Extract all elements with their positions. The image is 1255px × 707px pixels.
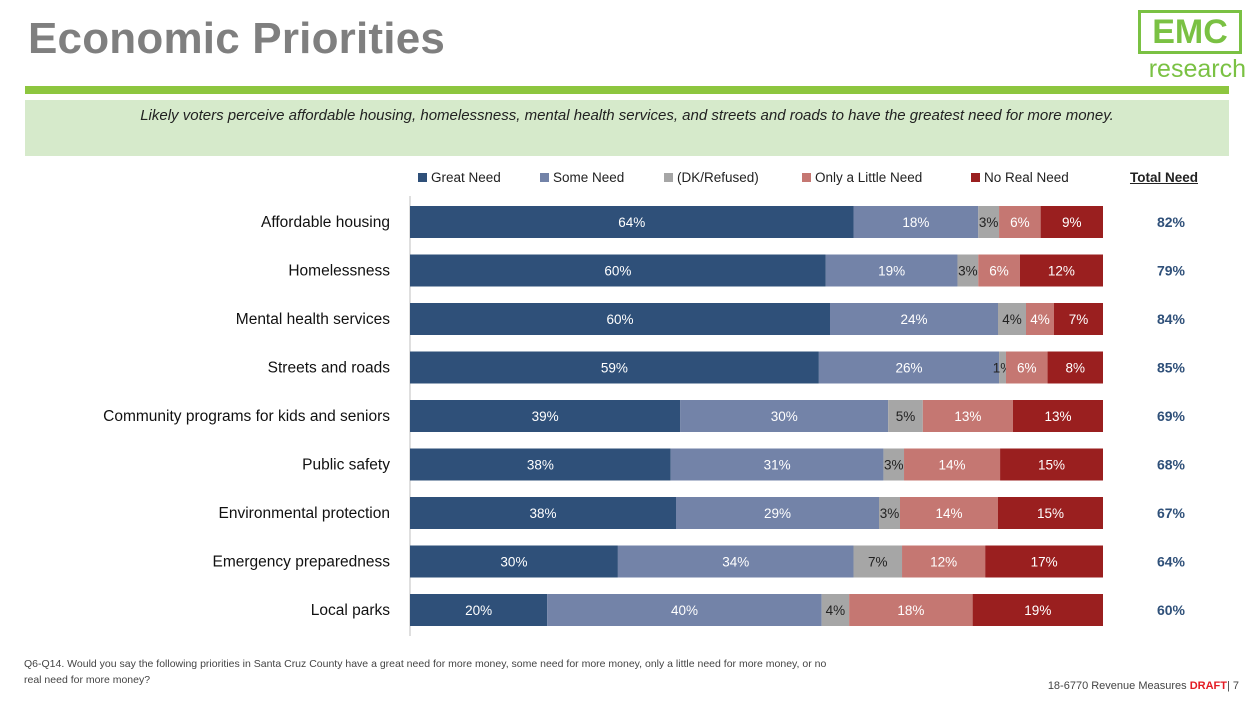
data-label-no-real-need: 9%	[1062, 215, 1082, 230]
data-label-great-need: 60%	[604, 264, 631, 279]
data-label-only-a-little-need: 14%	[935, 506, 962, 521]
data-label-only-a-little-need: 6%	[989, 264, 1009, 279]
data-label-some-need: 19%	[878, 264, 905, 279]
data-label-no-real-need: 13%	[1044, 409, 1071, 424]
data-label-some-need: 18%	[902, 215, 929, 230]
question-footnote: Q6-Q14. Would you say the following prio…	[24, 656, 844, 688]
data-label-only-a-little-need: 14%	[939, 458, 966, 473]
data-label-great-need: 38%	[529, 506, 556, 521]
data-label-dk-refused: 7%	[868, 555, 888, 570]
data-label-dk-refused: 3%	[880, 506, 900, 521]
data-label-great-need: 20%	[465, 603, 492, 618]
data-label-dk-refused: 5%	[896, 409, 916, 424]
data-label-only-a-little-need: 18%	[897, 603, 924, 618]
data-label-only-a-little-need: 13%	[954, 409, 981, 424]
data-label-dk-refused: 4%	[1002, 312, 1022, 327]
category-label: Affordable housing	[261, 214, 390, 231]
data-label-dk-refused: 3%	[958, 264, 978, 279]
data-label-no-real-need: 17%	[1031, 555, 1058, 570]
category-label: Environmental protection	[219, 505, 390, 522]
category-label: Emergency preparedness	[213, 554, 391, 571]
data-label-some-need: 26%	[895, 361, 922, 376]
footer-project-info: 18-6770 Revenue Measures DRAFT| 7	[1048, 680, 1239, 692]
footer-project: 18-6770 Revenue Measures	[1048, 680, 1190, 692]
data-label-no-real-need: 7%	[1069, 312, 1089, 327]
data-label-only-a-little-need: 4%	[1030, 312, 1050, 327]
data-label-no-real-need: 8%	[1066, 361, 1086, 376]
data-label-great-need: 30%	[500, 555, 527, 570]
data-label-dk-refused: 3%	[979, 215, 999, 230]
category-label: Homelessness	[288, 263, 390, 280]
data-label-some-need: 24%	[900, 312, 927, 327]
data-label-no-real-need: 12%	[1048, 264, 1075, 279]
category-label: Streets and roads	[268, 360, 391, 377]
category-label: Mental health services	[236, 311, 390, 328]
total-need-value: 67%	[1157, 505, 1186, 521]
footer-draft-label: DRAFT	[1190, 680, 1227, 692]
category-label: Public safety	[302, 457, 390, 474]
data-label-no-real-need: 15%	[1038, 458, 1065, 473]
data-label-great-need: 60%	[606, 312, 633, 327]
data-label-no-real-need: 19%	[1024, 603, 1051, 618]
total-need-value: 64%	[1157, 554, 1186, 570]
category-label: Local parks	[311, 602, 391, 619]
data-label-no-real-need: 15%	[1037, 506, 1064, 521]
total-need-value: 82%	[1157, 214, 1186, 230]
data-label-only-a-little-need: 12%	[930, 555, 957, 570]
data-label-some-need: 31%	[764, 458, 791, 473]
data-label-dk-refused: 4%	[826, 603, 846, 618]
total-need-value: 79%	[1157, 263, 1186, 279]
total-need-value: 85%	[1157, 360, 1186, 376]
data-label-great-need: 59%	[601, 361, 628, 376]
footer-page-number: | 7	[1227, 680, 1239, 692]
data-label-great-need: 38%	[527, 458, 554, 473]
data-label-dk-refused: 3%	[884, 458, 904, 473]
data-label-only-a-little-need: 6%	[1010, 215, 1030, 230]
total-need-value: 69%	[1157, 408, 1186, 424]
data-label-great-need: 39%	[532, 409, 559, 424]
data-label-some-need: 40%	[671, 603, 698, 618]
category-label: Community programs for kids and seniors	[103, 408, 390, 425]
data-label-some-need: 34%	[722, 555, 749, 570]
total-need-value: 84%	[1157, 311, 1186, 327]
total-need-value: 60%	[1157, 602, 1186, 618]
data-label-only-a-little-need: 6%	[1017, 361, 1037, 376]
data-label-some-need: 30%	[771, 409, 798, 424]
total-need-value: 68%	[1157, 457, 1186, 473]
data-label-some-need: 29%	[764, 506, 791, 521]
data-label-great-need: 64%	[618, 215, 645, 230]
